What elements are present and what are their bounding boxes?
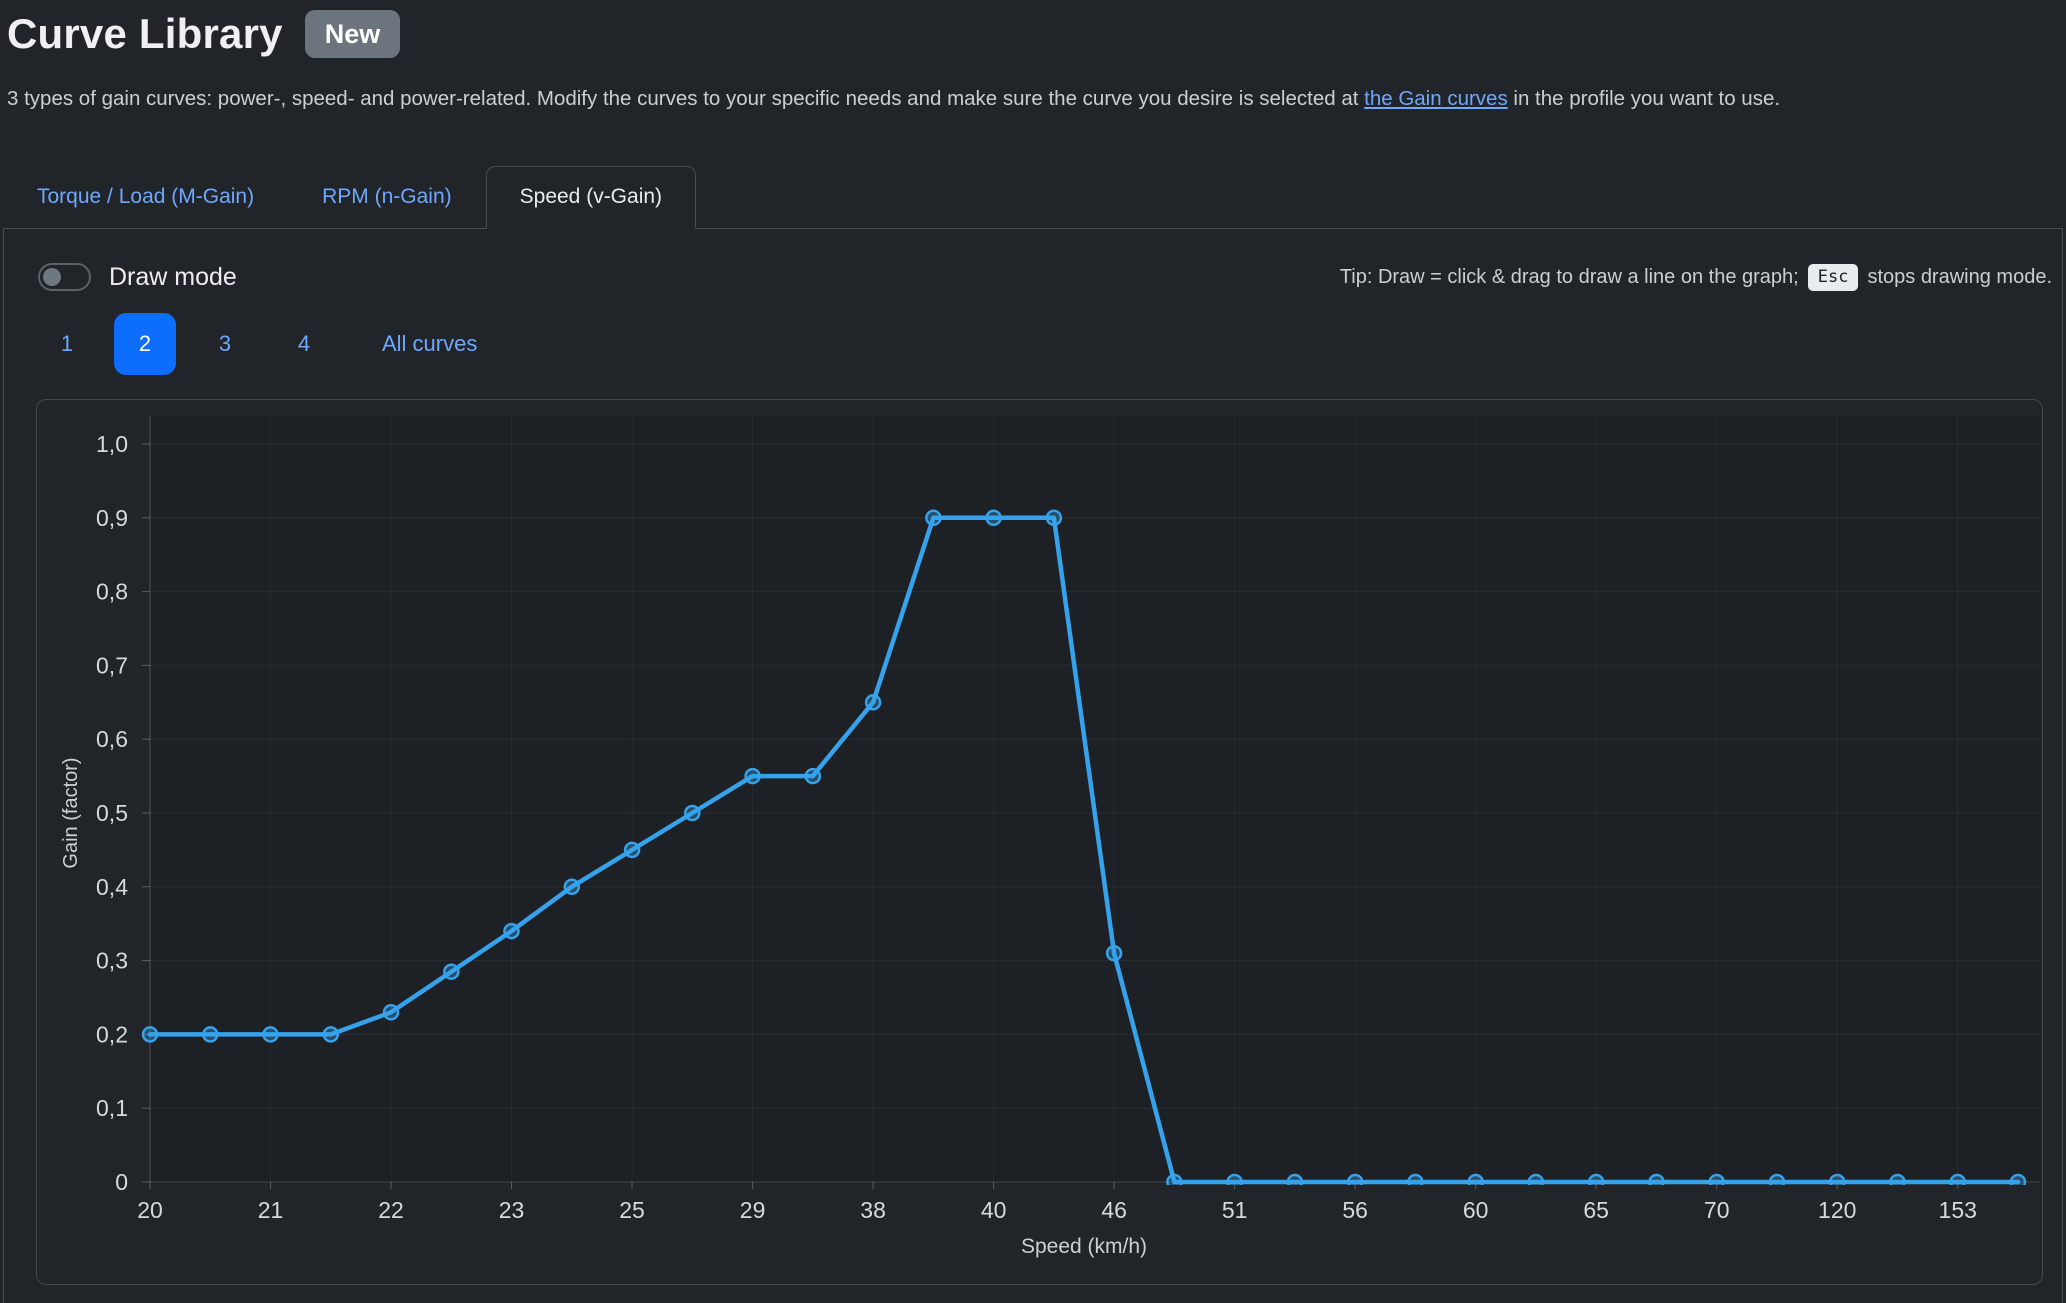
tab-content-panel: Draw mode Tip: Draw = click & drag to dr…	[3, 229, 2063, 1303]
x-tick-label: 56	[1342, 1197, 1368, 1223]
curve-series	[141, 509, 2027, 1189]
tip-text: Tip: Draw = click & drag to draw a line …	[1339, 263, 2052, 291]
description-text-after: in the profile you want to use.	[1507, 87, 1781, 110]
x-tick-label: 120	[1818, 1197, 1856, 1223]
tab-bar: Torque / Load (M-Gain) RPM (n-Gain) Speed …	[3, 166, 2063, 229]
data-point[interactable]	[1105, 944, 1123, 962]
data-point[interactable]	[503, 922, 520, 940]
curve-button-3[interactable]: 3	[210, 313, 240, 375]
data-point[interactable]	[1226, 1173, 1243, 1189]
x-tick-label: 65	[1583, 1197, 1609, 1223]
data-point[interactable]	[1166, 1173, 1183, 1189]
tab-speed-v-gain[interactable]: Speed (v-Gain)	[485, 166, 697, 229]
gain-curve-chart[interactable]: 0 0,1 0,2 0,3 0,4 0,5 0,6 0,7 0,8 0,9 1,0 20 21 22 23 2…	[37, 400, 2042, 1284]
tip-text-after: stops drawing mode.	[1867, 265, 2052, 288]
y-tick-label: 0,9	[96, 505, 128, 531]
y-tick-label: 0,6	[96, 726, 128, 752]
data-point[interactable]	[1407, 1173, 1424, 1189]
x-tick-label: 38	[860, 1197, 886, 1223]
data-point[interactable]	[744, 767, 761, 785]
y-tick-label: 0,3	[96, 948, 128, 974]
x-tick-label: 46	[1101, 1197, 1127, 1223]
data-point[interactable]	[443, 963, 460, 980]
data-point[interactable]	[1828, 1173, 1846, 1189]
x-tick-label: 23	[499, 1197, 525, 1223]
data-point[interactable]	[262, 1026, 279, 1043]
data-point[interactable]	[985, 509, 1002, 527]
y-axis-title: Gain (factor)	[60, 757, 82, 868]
y-tick-label: 0	[115, 1169, 128, 1195]
data-point[interactable]	[382, 1004, 400, 1021]
data-point[interactable]	[1949, 1173, 1966, 1189]
draw-mode-label: Draw mode	[109, 262, 237, 291]
toggle-knob	[43, 268, 61, 286]
data-point[interactable]	[1648, 1173, 1665, 1189]
data-point[interactable]	[2009, 1173, 2027, 1189]
x-tick-label: 40	[981, 1197, 1007, 1223]
data-point[interactable]	[1527, 1173, 1545, 1189]
data-point[interactable]	[1045, 509, 1063, 527]
curve-button-2[interactable]: 2	[114, 313, 176, 375]
data-point[interactable]	[141, 1026, 159, 1043]
data-point[interactable]	[804, 767, 822, 785]
tab-torque-load-m-gain[interactable]: Torque / Load (M-Gain)	[3, 166, 288, 229]
y-tick-label: 0,5	[96, 800, 128, 826]
x-tick-label: 60	[1463, 1197, 1489, 1223]
data-point[interactable]	[202, 1026, 219, 1043]
data-point[interactable]	[563, 878, 581, 896]
chart-container: 0 0,1 0,2 0,3 0,4 0,5 0,6 0,7 0,8 0,9 1,0 20 21 22 23 2…	[36, 399, 2043, 1285]
data-point[interactable]	[684, 804, 701, 822]
tip-text-before: Tip: Draw = click & drag to draw a line …	[1339, 265, 1799, 288]
y-tick-label: 0,8	[96, 579, 128, 605]
data-point[interactable]	[925, 509, 942, 527]
curve-button-1[interactable]: 1	[52, 313, 82, 375]
curve-line	[147, 515, 2021, 1185]
data-point[interactable]	[322, 1026, 340, 1043]
data-point[interactable]	[1768, 1173, 1786, 1189]
data-point[interactable]	[623, 841, 641, 859]
x-tick-label: 25	[619, 1197, 645, 1223]
page-description: 3 types of gain curves: power-, speed- a…	[7, 86, 2058, 112]
page-header: Curve Library New 3 types of gain curves…	[0, 0, 2066, 112]
curve-selector: 1 2 3 4 All curves	[4, 313, 2062, 375]
curve-button-4[interactable]: 4	[289, 313, 319, 375]
x-tick-label: 20	[137, 1197, 163, 1223]
data-point[interactable]	[1346, 1173, 1364, 1189]
x-axis-title: Speed (km/h)	[1021, 1235, 1147, 1258]
toolbar-row: Draw mode Tip: Draw = click & drag to dr…	[4, 229, 2062, 291]
tab-rpm-n-gain[interactable]: RPM (n-Gain)	[288, 166, 486, 229]
x-tick-label: 70	[1704, 1197, 1730, 1223]
y-tick-label: 0,2	[96, 1021, 128, 1047]
y-tick-label: 0,4	[96, 874, 128, 900]
y-tick-label: 0,7	[96, 652, 128, 678]
x-tick-label: 22	[378, 1197, 404, 1223]
curve-button-all-curves[interactable]: All curves	[374, 313, 485, 375]
x-tick-label: 51	[1222, 1197, 1248, 1223]
data-point[interactable]	[1708, 1173, 1725, 1189]
x-tick-label: 21	[258, 1197, 284, 1223]
y-tick-label: 0,1	[96, 1095, 128, 1121]
data-point[interactable]	[1286, 1173, 1304, 1189]
x-tick-label: 153	[1939, 1197, 1977, 1223]
new-badge: New	[304, 10, 401, 58]
y-tick-label: 1,0	[96, 431, 128, 457]
gain-curves-link[interactable]: the Gain curves	[1364, 87, 1508, 110]
draw-mode-toggle[interactable]	[38, 263, 91, 291]
description-text-before: 3 types of gain curves: power-, speed- a…	[7, 87, 1365, 110]
x-tick-label: 29	[740, 1197, 766, 1223]
data-point[interactable]	[1587, 1173, 1605, 1189]
data-point[interactable]	[1467, 1173, 1484, 1189]
data-point[interactable]	[1889, 1173, 1906, 1189]
data-point[interactable]	[864, 694, 882, 711]
page-title: Curve Library	[7, 10, 283, 57]
esc-key-badge: Esc	[1807, 263, 1859, 291]
